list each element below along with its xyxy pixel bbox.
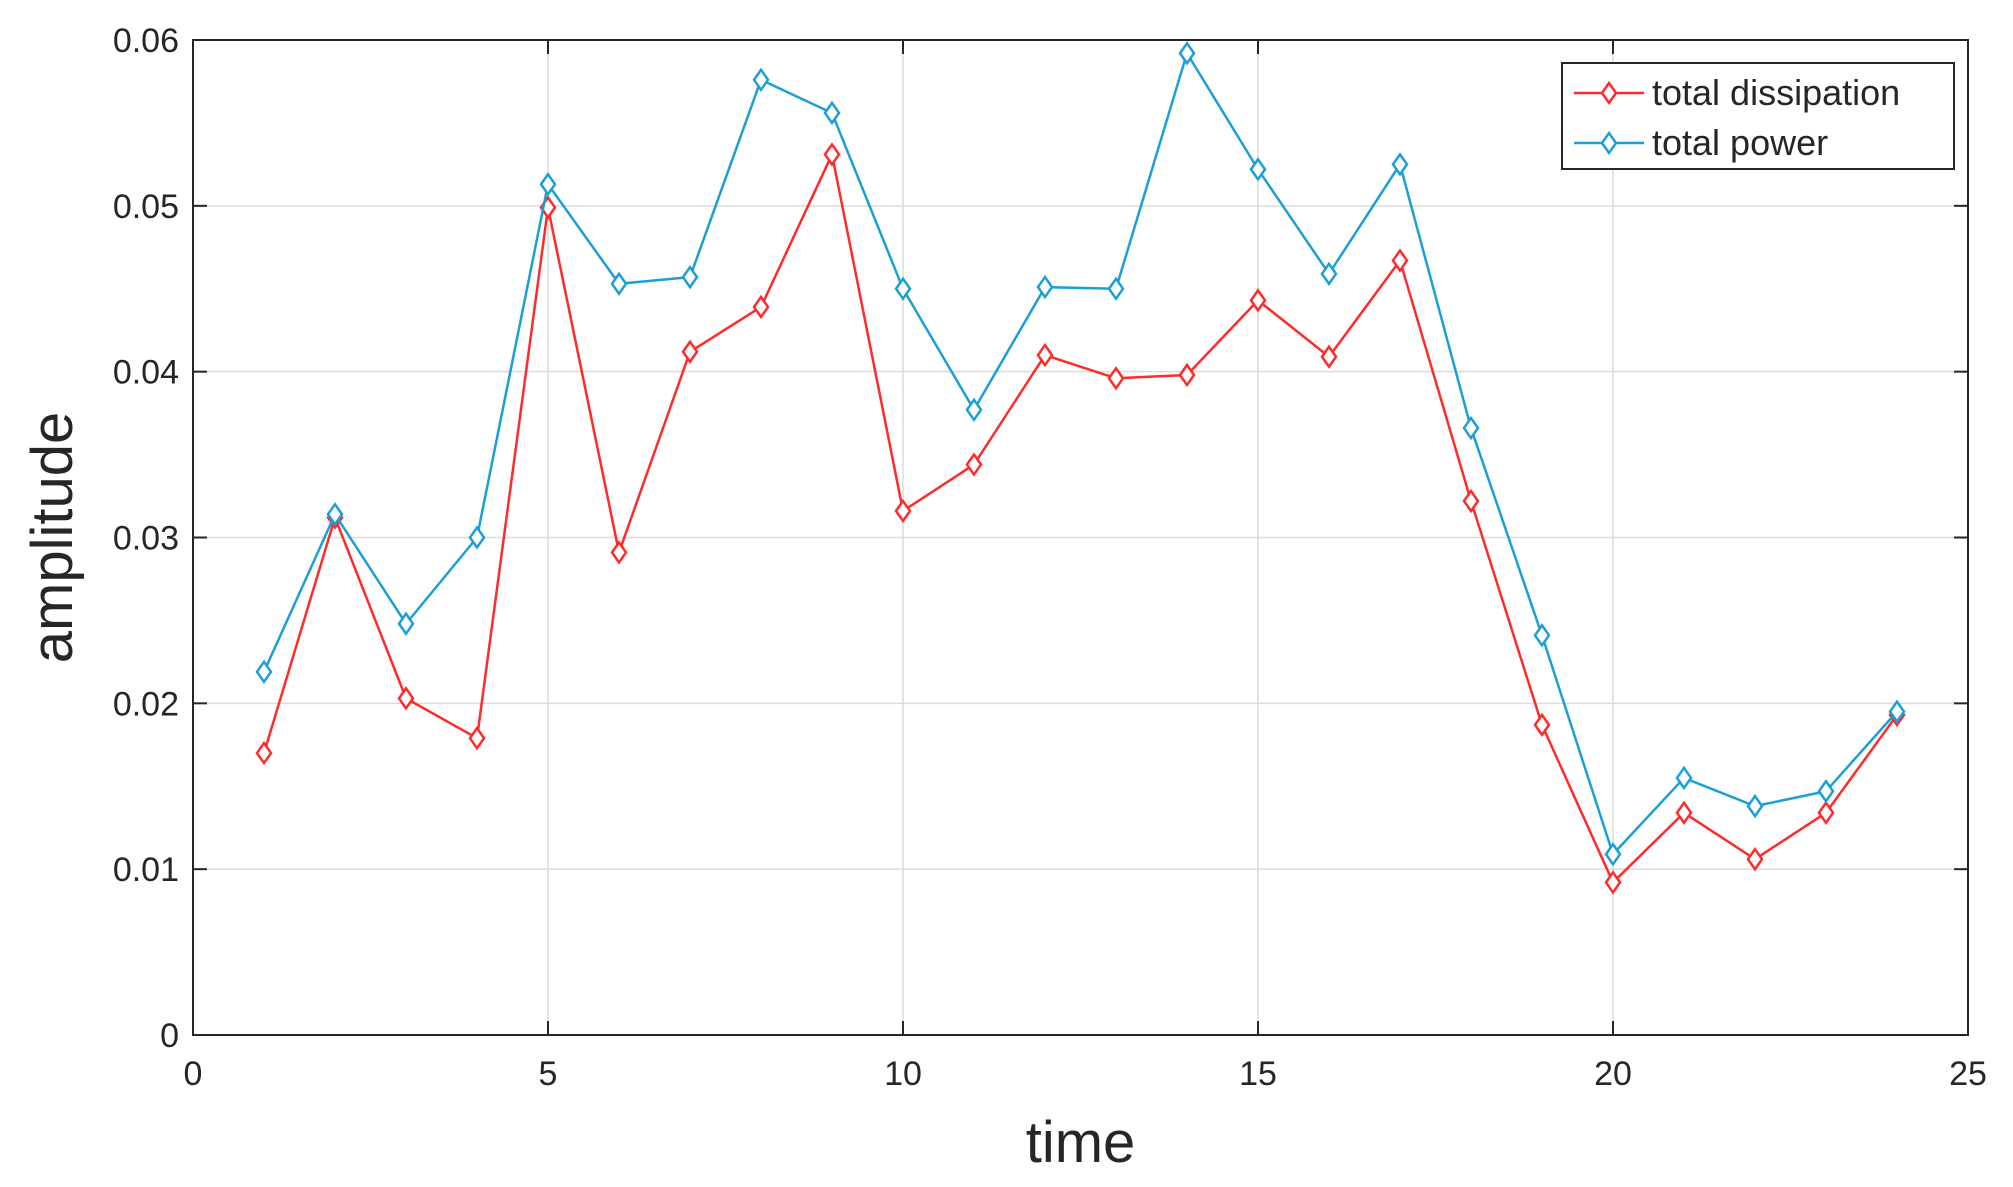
data-point: [610, 540, 628, 565]
data-point: [1036, 342, 1054, 368]
x-tick-label: 5: [539, 1055, 558, 1093]
series-line: [262, 52, 1898, 856]
data-point: [1107, 366, 1125, 391]
data-point: [1888, 699, 1906, 724]
data-point: [468, 525, 486, 550]
y-tick-label: 0.05: [113, 188, 179, 226]
data-point: [823, 142, 841, 167]
data-point: [894, 498, 912, 524]
data-point: [752, 294, 770, 320]
series-total-dissipation: [255, 142, 1906, 895]
x-tick-label: 10: [884, 1055, 922, 1093]
data-point: [539, 172, 557, 197]
x-tick-label: 15: [1239, 1055, 1277, 1093]
data-point: [1675, 765, 1693, 791]
x-tick-label: 0: [184, 1055, 203, 1093]
data-point: [1604, 870, 1622, 895]
legend-box: [1561, 62, 1955, 170]
data-point: [468, 725, 486, 751]
legend-marker: [1600, 130, 1618, 156]
data-point: [1604, 842, 1622, 867]
data-point: [1817, 800, 1835, 825]
series-line: [262, 153, 1899, 884]
data-point: [1249, 157, 1267, 182]
y-tick-label: 0.06: [113, 22, 179, 60]
legend-marker: [1600, 80, 1618, 106]
data-point: [1746, 847, 1764, 872]
legend-item: total dissipation: [1574, 72, 1900, 113]
y-tick-label: 0.03: [113, 520, 179, 558]
legend-item: total power: [1574, 122, 1828, 163]
x-tick-label: 20: [1594, 1055, 1632, 1093]
legend: total dissipation total power: [1561, 62, 1955, 170]
data-point: [1320, 261, 1338, 287]
y-axis-label: amplitude: [20, 412, 85, 663]
data-point: [1320, 344, 1338, 369]
data-point: [1391, 248, 1409, 273]
data-point: [1249, 288, 1267, 313]
series-layer: [255, 41, 1906, 895]
y-tick-label: 0: [160, 1017, 179, 1055]
legend-label: total power: [1652, 122, 1828, 163]
data-point: [1533, 623, 1551, 648]
x-tick-label: 25: [1949, 1055, 1987, 1093]
data-point: [1462, 488, 1480, 514]
y-tick-label: 0.01: [113, 851, 179, 889]
data-point: [397, 611, 415, 636]
data-point: [1675, 800, 1693, 825]
data-point: [1178, 362, 1196, 388]
data-point: [1391, 152, 1409, 177]
data-point: [255, 659, 273, 685]
data-point: [255, 740, 273, 766]
data-point: [397, 686, 415, 711]
data-point: [1178, 41, 1196, 66]
y-tick-label: 0.04: [113, 354, 179, 392]
data-point: [1107, 276, 1125, 301]
legend-label: total dissipation: [1652, 72, 1900, 113]
data-point: [965, 397, 983, 422]
data-point: [326, 502, 344, 527]
data-point: [752, 67, 770, 92]
axis-ticks: 0 5 10 15 20 25 0 0.01 0.02 0.03 0.04 0.05 0.06: [113, 22, 1987, 1093]
data-point: [1462, 415, 1480, 441]
data-point: [610, 271, 628, 296]
series-total-power: [255, 41, 1906, 867]
data-point: [681, 339, 699, 364]
data-point: [1533, 712, 1551, 738]
data-point: [894, 276, 912, 301]
data-point: [1036, 274, 1054, 300]
data-point: [823, 100, 841, 126]
data-point: [965, 452, 983, 477]
y-tick-label: 0.02: [113, 685, 179, 723]
data-point: [1746, 793, 1764, 819]
grid: [193, 40, 1968, 1035]
data-point: [1817, 779, 1835, 804]
data-point: [681, 264, 699, 290]
x-axis-label: time: [1026, 1110, 1136, 1175]
